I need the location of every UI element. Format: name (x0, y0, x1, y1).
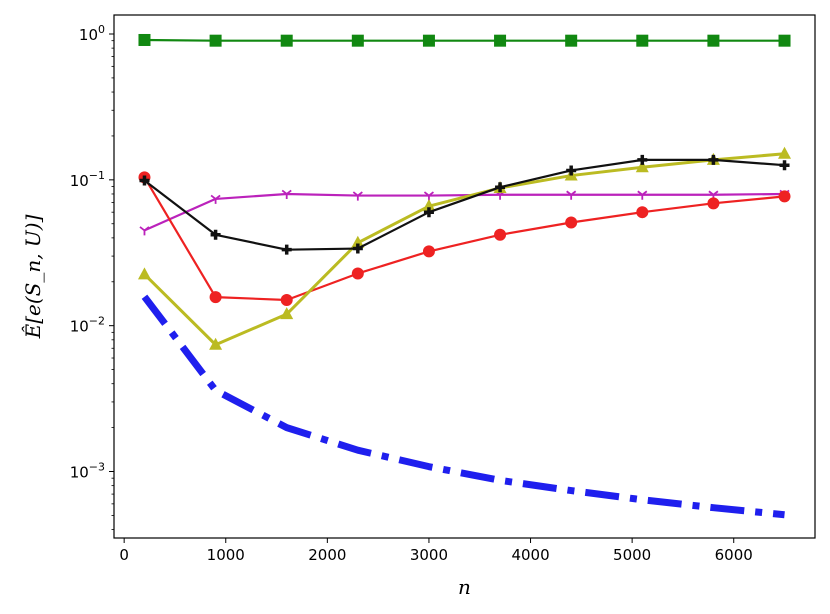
series-4 (137, 146, 792, 350)
data-point (778, 146, 792, 159)
data-point (280, 293, 293, 306)
x-tick-label: 0 (119, 546, 129, 564)
data-point (209, 291, 222, 304)
data-point (779, 160, 790, 171)
data-point (637, 154, 648, 165)
data-point (494, 34, 507, 47)
series-line (143, 158, 785, 251)
data-point (137, 267, 151, 280)
data-point (351, 34, 364, 47)
data-point (778, 34, 791, 47)
series-line (141, 294, 785, 519)
x-tick-label: 2000 (308, 546, 346, 564)
x-tick-label: 1000 (207, 546, 245, 564)
series-line (144, 38, 785, 42)
x-tick-label: 3000 (410, 546, 448, 564)
data-point (423, 207, 434, 218)
data-point (281, 189, 292, 199)
data-point (707, 34, 720, 47)
plot-frame (113, 14, 816, 539)
data-point (351, 235, 365, 248)
data-point (352, 191, 363, 201)
data-point (708, 154, 719, 165)
series-line (144, 192, 785, 232)
data-point (565, 34, 578, 47)
y-axis-label: Ê[e(S_n, U)] (21, 214, 45, 339)
data-point (280, 34, 293, 47)
data-point (209, 337, 223, 350)
data-point (565, 216, 578, 229)
y-tick-label: 10−2 (70, 315, 105, 336)
series-line (143, 176, 785, 302)
series-1 (138, 33, 791, 47)
data-point (495, 182, 506, 193)
data-point (422, 245, 435, 258)
data-point (636, 34, 649, 47)
data-point (778, 190, 791, 203)
data-point (209, 34, 222, 47)
data-point (422, 199, 436, 212)
data-point (351, 267, 364, 280)
data-point (280, 307, 294, 320)
data-point (566, 165, 577, 176)
plot-area (137, 33, 792, 519)
data-point (566, 190, 577, 200)
data-point (139, 175, 150, 186)
data-point (422, 34, 435, 47)
y-tick-label: 10−1 (70, 169, 105, 190)
data-point (707, 197, 720, 210)
data-point (637, 190, 648, 200)
data-point (494, 228, 507, 241)
data-point (138, 33, 151, 46)
data-point (635, 160, 649, 173)
x-axis-label: n (458, 575, 471, 599)
data-point (352, 243, 363, 254)
data-point (210, 229, 221, 240)
data-point (139, 226, 150, 236)
data-point (636, 206, 649, 219)
series-line (143, 152, 785, 347)
y-tick-label: 100 (79, 23, 105, 44)
series-5 (139, 154, 790, 255)
data-point (281, 244, 292, 255)
x-tick-label: 4000 (511, 546, 549, 564)
x-tick-label: 6000 (715, 546, 753, 564)
x-axis: 0 1000 2000 3000 4000 5000 6000 (119, 538, 753, 564)
y-axis: 10−3 10−2 10−1 100 (70, 23, 114, 530)
series-0 (141, 294, 785, 519)
y-tick-label: 10−3 (70, 461, 105, 482)
data-point (210, 194, 221, 204)
x-tick-label: 5000 (613, 546, 651, 564)
